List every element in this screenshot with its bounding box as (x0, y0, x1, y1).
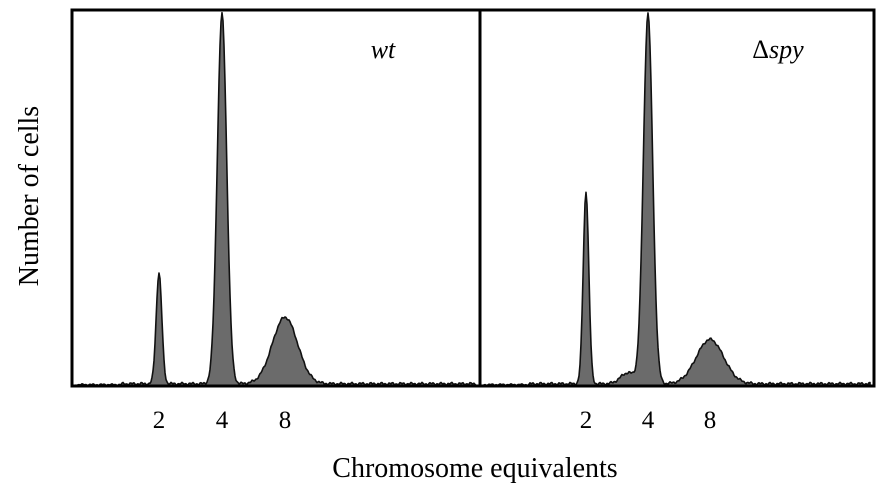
histogram-panel-1: 2 4 8 wt (70, 8, 482, 434)
panel-label-main: spy (769, 35, 804, 64)
x-axis-label: Chromosome equivalents (332, 453, 617, 484)
panel-label: Δspy (752, 35, 804, 64)
panel-label-main: wt (371, 35, 396, 64)
panel-frame (478, 8, 876, 388)
x-tick-label: 2 (153, 407, 166, 434)
x-tick-label: 4 (642, 407, 655, 434)
panels-layer: 2 4 8 wt 2 4 8 Δspy (70, 8, 876, 434)
x-tick-label: 2 (580, 407, 593, 434)
panel-frame (70, 8, 482, 388)
x-tick-label: 8 (279, 407, 292, 434)
y-axis-label: Number of cells (14, 106, 45, 286)
histogram-area (483, 12, 871, 387)
x-tick-label: 4 (216, 407, 229, 434)
x-tick-label: 8 (704, 407, 717, 434)
histogram-area (75, 11, 477, 387)
histogram-panel-2: 2 4 8 Δspy (478, 8, 876, 434)
panel-label: wt (371, 35, 396, 64)
panel-label-prefix: Δ (752, 35, 769, 64)
